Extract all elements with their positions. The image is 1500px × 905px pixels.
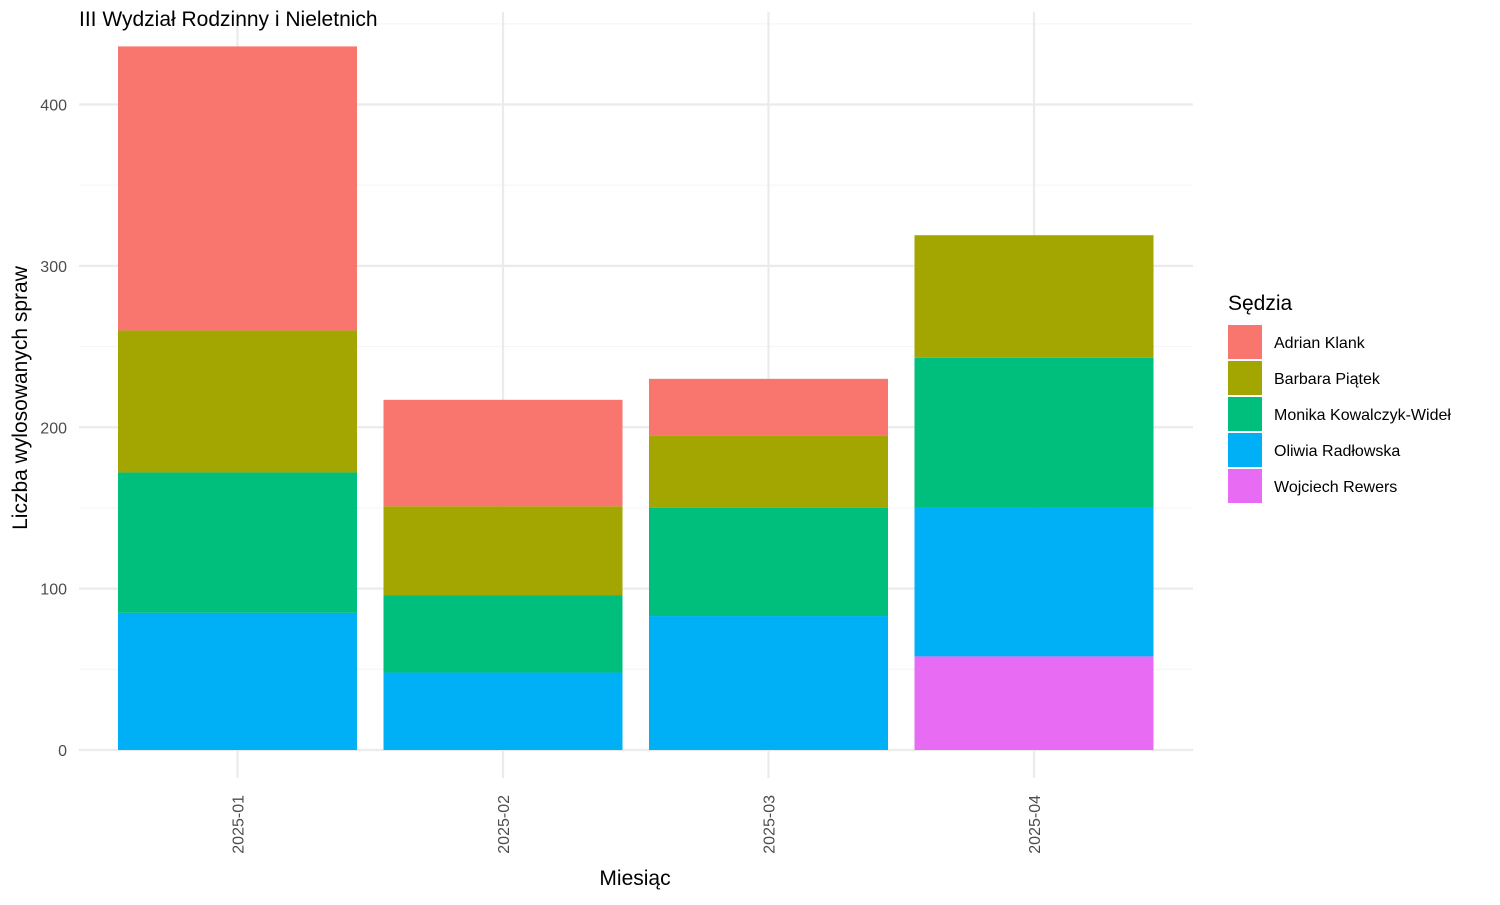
legend-title: Sędzia <box>1228 292 1293 315</box>
legend: Sędzia Adrian Klank Barbara Piątek Monika … <box>1228 292 1451 503</box>
legend-label: Wojciech Rewers <box>1274 479 1397 496</box>
bar-segment-monika-kowalczyk-wide--2025-02 <box>383 595 623 673</box>
legend-swatch <box>1228 325 1262 359</box>
bar-segment-adrian-klank-2025-01 <box>118 46 357 331</box>
y-tick-label: 300 <box>40 259 67 276</box>
legend-label: Barbara Piątek <box>1274 371 1381 388</box>
bar-segment-monika-kowalczyk-wide--2025-04 <box>914 357 1154 508</box>
y-tick-label: 200 <box>40 420 67 437</box>
bar-segment-monika-kowalczyk-wide--2025-03 <box>649 507 888 617</box>
bar-segment-barbara-pi-tek-2025-04 <box>914 235 1154 358</box>
y-axis-title: Liczba wylosowanych spraw <box>9 265 32 530</box>
legend-label: Adrian Klank <box>1274 335 1366 352</box>
legend-item: Barbara Piątek <box>1228 361 1381 395</box>
bar-segment-oliwia-rad-owska-2025-03 <box>649 616 888 750</box>
legend-items: Adrian Klank Barbara Piątek Monika Kowalcz… <box>1228 325 1451 503</box>
y-tick-label: 0 <box>58 743 67 760</box>
y-tick-label: 100 <box>40 582 67 599</box>
legend-label: Monika Kowalczyk-Wideł <box>1274 407 1451 424</box>
chart-title: III Wydział Rodzinny i Nieletnich <box>79 8 378 31</box>
y-axis-ticks: 0 100 200 300 400 <box>40 98 67 761</box>
bar-segment-monika-kowalczyk-wide--2025-01 <box>118 472 357 613</box>
bar-segment-wojciech-rewers-2025-04 <box>914 656 1154 750</box>
bar-segment-oliwia-rad-owska-2025-01 <box>118 612 357 750</box>
legend-item: Adrian Klank <box>1228 325 1366 359</box>
legend-item: Wojciech Rewers <box>1228 469 1397 503</box>
bar-segment-barbara-pi-tek-2025-03 <box>649 435 888 508</box>
legend-item: Oliwia Radłowska <box>1228 433 1400 467</box>
x-axis-title: Miesiąc <box>599 867 670 890</box>
y-tick-label: 400 <box>40 98 67 115</box>
legend-item: Monika Kowalczyk-Wideł <box>1228 397 1451 431</box>
bars-layer <box>118 46 1154 750</box>
bar-segment-adrian-klank-2025-03 <box>649 378 888 436</box>
legend-swatch <box>1228 469 1262 503</box>
legend-swatch <box>1228 397 1262 431</box>
x-tick-label: 2025-01 <box>231 795 248 854</box>
bar-segment-barbara-pi-tek-2025-01 <box>118 330 357 473</box>
bar-segment-oliwia-rad-owska-2025-04 <box>914 507 1154 657</box>
bar-segment-adrian-klank-2025-02 <box>383 399 623 507</box>
x-axis-ticks: 2025-01 2025-02 2025-03 2025-04 <box>231 795 1045 854</box>
bar-segment-oliwia-rad-owska-2025-02 <box>383 672 623 750</box>
legend-label: Oliwia Radłowska <box>1274 443 1400 460</box>
x-tick-label: 2025-02 <box>496 795 513 854</box>
legend-swatch <box>1228 361 1262 395</box>
x-tick-label: 2025-04 <box>1027 795 1044 854</box>
x-tick-label: 2025-03 <box>762 795 779 854</box>
bar-segment-barbara-pi-tek-2025-02 <box>383 506 623 596</box>
legend-swatch <box>1228 433 1262 467</box>
